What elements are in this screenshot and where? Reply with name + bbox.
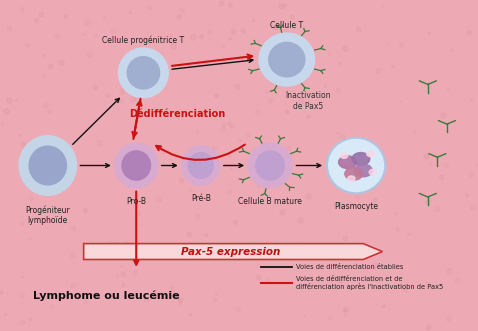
Ellipse shape xyxy=(338,156,357,168)
Ellipse shape xyxy=(352,153,370,165)
Text: Dédifférenciation: Dédifférenciation xyxy=(129,109,225,119)
Ellipse shape xyxy=(248,143,292,188)
Ellipse shape xyxy=(345,167,363,180)
Text: Cellule progénitrice T: Cellule progénitrice T xyxy=(102,35,185,45)
Ellipse shape xyxy=(348,176,355,181)
Text: Cellule T: Cellule T xyxy=(270,21,304,30)
Ellipse shape xyxy=(114,143,158,188)
Text: Cellule B mature: Cellule B mature xyxy=(238,197,302,206)
Text: Pré-B: Pré-B xyxy=(191,194,211,203)
Ellipse shape xyxy=(122,151,151,180)
Text: Pax-5 expression: Pax-5 expression xyxy=(181,247,280,257)
Ellipse shape xyxy=(29,146,66,185)
Ellipse shape xyxy=(269,42,305,77)
Ellipse shape xyxy=(127,57,160,89)
Ellipse shape xyxy=(329,139,383,192)
Ellipse shape xyxy=(326,137,386,194)
Ellipse shape xyxy=(354,164,372,177)
Ellipse shape xyxy=(259,33,315,86)
Ellipse shape xyxy=(367,151,374,157)
Ellipse shape xyxy=(369,169,377,175)
Text: Progéniteur
lymphoïde: Progéniteur lymphoïde xyxy=(25,205,70,225)
Ellipse shape xyxy=(340,153,348,159)
Ellipse shape xyxy=(19,136,76,195)
Text: Lymphome ou leucémie: Lymphome ou leucémie xyxy=(33,291,180,302)
Text: Pro-B: Pro-B xyxy=(126,197,146,206)
Ellipse shape xyxy=(182,146,220,185)
Ellipse shape xyxy=(256,151,284,180)
Text: Voies de dédifférenciation et de
différenciation après l'inactivatiobn de Pax5: Voies de dédifférenciation et de différe… xyxy=(296,276,444,290)
Ellipse shape xyxy=(188,153,213,178)
Text: Plasmocyte: Plasmocyte xyxy=(334,202,378,211)
Ellipse shape xyxy=(119,48,168,98)
Text: Voies de différenciation établies: Voies de différenciation établies xyxy=(296,264,404,270)
Text: Inactivation
de Pax5: Inactivation de Pax5 xyxy=(285,91,331,111)
FancyArrow shape xyxy=(84,244,382,260)
